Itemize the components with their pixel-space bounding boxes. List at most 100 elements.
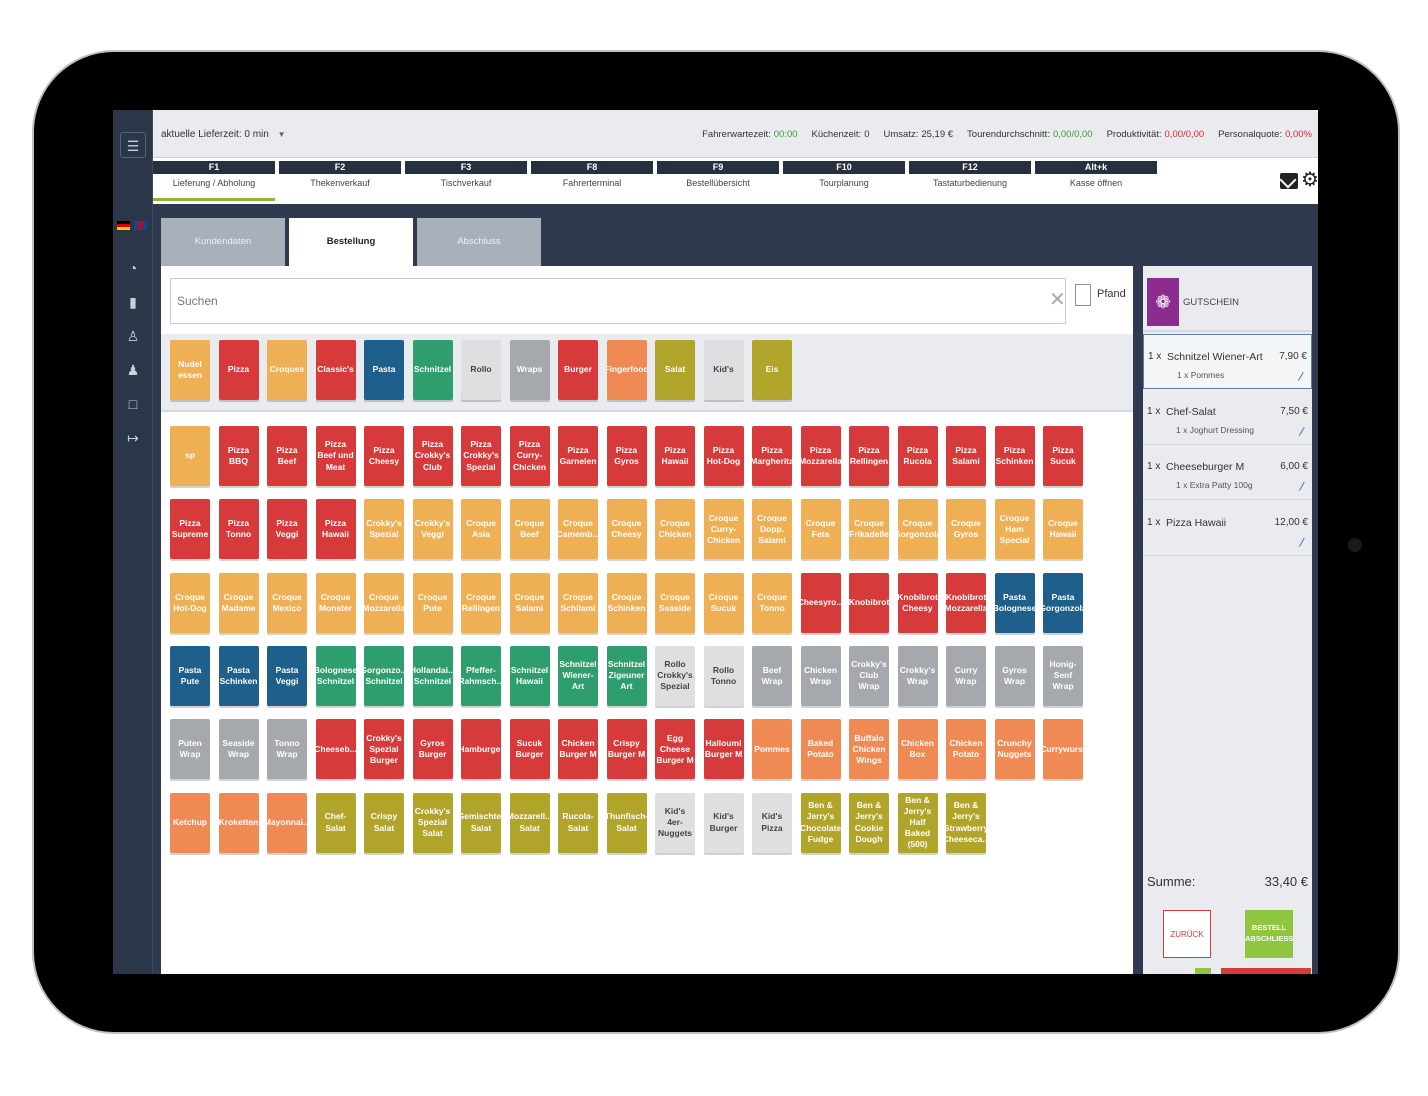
product-button[interactable]: Croque Madame bbox=[218, 572, 259, 633]
product-button[interactable]: Pasta Veggi bbox=[267, 645, 307, 706]
product-button[interactable]: Chef-Salat bbox=[315, 792, 356, 853]
product-button[interactable]: Knobibrot Mozzarella bbox=[946, 572, 986, 633]
fkey-f8[interactable]: F8 Fahrerterminal bbox=[531, 161, 653, 201]
product-button[interactable]: Pizza Hawaii bbox=[315, 499, 356, 560]
product-button[interactable]: Seaside Wrap bbox=[218, 719, 259, 780]
pencil-icon[interactable]: / bbox=[1298, 423, 1306, 439]
product-button[interactable]: Crokky's Veggi bbox=[412, 499, 453, 560]
product-button[interactable]: Gyros Wrap bbox=[994, 645, 1035, 706]
product-button[interactable]: Pasta Schinken bbox=[218, 645, 259, 706]
product-button[interactable]: Crunchy Nuggets bbox=[994, 719, 1035, 780]
product-button[interactable]: Croque Mozzarella bbox=[364, 572, 404, 633]
product-button[interactable]: Croque Mexico bbox=[267, 572, 307, 633]
tab-abschluss[interactable]: Abschluss bbox=[417, 218, 541, 266]
product-button[interactable]: Bolognese Schnitzel bbox=[315, 645, 356, 706]
fkey-f12[interactable]: F12 Tastaturbedienung bbox=[909, 161, 1031, 201]
category-button[interactable]: Schnitzel bbox=[412, 340, 453, 400]
category-button[interactable]: Eis bbox=[752, 340, 792, 400]
fkey-f10[interactable]: F10 Tourplanung bbox=[783, 161, 905, 201]
clear-search-icon[interactable]: ✕ bbox=[1049, 289, 1066, 311]
fkey-f9[interactable]: F9 Bestellübersicht bbox=[657, 161, 779, 201]
product-button[interactable]: Schnitzel Hawaii bbox=[509, 645, 550, 706]
category-button[interactable]: Pizza bbox=[218, 340, 259, 400]
product-button[interactable]: Crokky's Club Wrap bbox=[849, 645, 889, 706]
voucher-button[interactable]: ❁ GUTSCHEIN bbox=[1143, 266, 1312, 332]
language-flags[interactable] bbox=[117, 220, 147, 231]
product-button[interactable]: Schnitzel Zigeuner Art bbox=[606, 645, 647, 706]
cart-line[interactable]: 1 x Pizza Hawaii 12,00 € / bbox=[1143, 500, 1312, 556]
product-button[interactable]: Pizza Schinken bbox=[994, 426, 1035, 486]
product-button[interactable]: Pizza Rellingen bbox=[849, 426, 889, 486]
category-button[interactable]: Croques bbox=[267, 340, 307, 400]
fkey-f1[interactable]: F1 Lieferung / Abholung bbox=[153, 161, 275, 201]
product-button[interactable]: Pizza Curry-Chicken bbox=[509, 426, 550, 486]
product-button[interactable]: Croque Rellingen bbox=[461, 572, 501, 633]
product-button[interactable]: Pizza Supreme bbox=[170, 499, 210, 560]
product-button[interactable]: Buffalo Chicken Wings bbox=[849, 719, 889, 780]
product-button[interactable]: Mozzarell... Salat bbox=[509, 792, 550, 853]
product-button[interactable]: Croque Dopp. Salami bbox=[752, 499, 792, 560]
product-button[interactable]: Pasta Pute bbox=[170, 645, 210, 706]
product-button[interactable]: Pizza Garnelen bbox=[558, 426, 598, 486]
product-button[interactable]: Pizza Margherita bbox=[752, 426, 792, 486]
product-button[interactable]: Cheesyro... bbox=[800, 572, 841, 633]
product-button[interactable]: Gyros Burger bbox=[412, 719, 453, 780]
product-button[interactable]: Gorgonzo... Schnitzel bbox=[364, 645, 404, 706]
logout-icon[interactable]: ↦ bbox=[127, 430, 139, 446]
category-button[interactable]: Salat bbox=[655, 340, 695, 400]
product-button[interactable]: Crispy Burger M bbox=[606, 719, 647, 780]
product-button[interactable]: Pasta Gorgonzola bbox=[1043, 572, 1083, 633]
product-button[interactable]: Croque Tonno bbox=[752, 572, 792, 633]
category-button[interactable]: Wraps bbox=[509, 340, 550, 400]
product-button[interactable]: Knobibrot Cheesy bbox=[897, 572, 938, 633]
product-button[interactable]: Knobibrot bbox=[849, 572, 889, 633]
product-button[interactable]: Beef Wrap bbox=[752, 645, 792, 706]
german-flag-icon[interactable] bbox=[117, 220, 130, 230]
product-button[interactable]: Crokky's Spezial Burger bbox=[364, 719, 404, 780]
product-button[interactable]: Sucuk Burger bbox=[509, 719, 550, 780]
pencil-icon[interactable]: / bbox=[1298, 534, 1306, 550]
product-button[interactable]: Pizza Gyros bbox=[606, 426, 647, 486]
product-button[interactable]: Chicken Potato bbox=[946, 719, 986, 780]
search-input[interactable] bbox=[170, 278, 1066, 324]
category-button[interactable]: Fingerfood bbox=[606, 340, 647, 400]
product-button[interactable]: Croque Schinken bbox=[606, 572, 647, 633]
product-button[interactable]: Pizza Beef und Meat bbox=[315, 426, 356, 486]
bottom-red-button[interactable] bbox=[1221, 968, 1311, 974]
product-button[interactable]: Croque Pute bbox=[412, 572, 453, 633]
product-button[interactable]: Pizza BBQ bbox=[218, 426, 259, 486]
product-button[interactable]: Croque Salami bbox=[509, 572, 550, 633]
pencil-icon[interactable]: / bbox=[1298, 478, 1306, 495]
cart-line[interactable]: 1 x Chef-Salat 1 x Joghurt Dressing 7,50 € / bbox=[1143, 389, 1312, 445]
product-button[interactable]: Pfeffer-Rahmsch... bbox=[461, 645, 501, 706]
product-button[interactable]: Croque Feta bbox=[800, 499, 841, 560]
product-button[interactable]: Kid's Burger bbox=[703, 792, 744, 853]
product-button[interactable]: Croque Seaside bbox=[655, 572, 695, 633]
product-button[interactable]: Pizza Hawaii bbox=[655, 426, 695, 486]
category-button[interactable]: Nudel essen bbox=[170, 340, 210, 400]
pfand-checkbox[interactable] bbox=[1075, 284, 1091, 306]
product-button[interactable]: Crokky's Wrap bbox=[897, 645, 938, 706]
product-button[interactable]: Halloumi Burger M bbox=[703, 719, 744, 780]
tab-bestellung[interactable]: Bestellung bbox=[289, 218, 413, 266]
fkey-f2[interactable]: F2 Thekenverkauf bbox=[279, 161, 401, 201]
product-button[interactable]: Pasta Bolognese bbox=[994, 572, 1035, 633]
back-button[interactable]: ZURÜCK bbox=[1163, 910, 1211, 958]
pencil-icon[interactable]: / bbox=[1297, 368, 1305, 385]
category-button[interactable]: Kid's bbox=[703, 340, 744, 400]
product-button[interactable]: Pizza Salami bbox=[946, 426, 986, 486]
product-button[interactable]: Ben & Jerry's Strawberry Cheeseca... bbox=[946, 792, 986, 853]
product-button[interactable]: Croque Hot-Dog bbox=[170, 572, 210, 633]
product-button[interactable]: Mayonnai... bbox=[267, 792, 307, 853]
product-button[interactable]: Kroketten bbox=[218, 792, 259, 853]
product-button[interactable]: Ben & Jerry's Chocolate Fudge bbox=[800, 792, 841, 853]
product-button[interactable]: Croque Gyros bbox=[946, 499, 986, 560]
fkey-f3[interactable]: F3 Tischverkauf bbox=[405, 161, 527, 201]
product-button[interactable]: Pizza Tonno bbox=[218, 499, 259, 560]
tab-kundendaten[interactable]: Kundendaten bbox=[161, 218, 285, 266]
delivery-time[interactable]: aktuelle Lieferzeit: 0 min ▼ bbox=[161, 129, 286, 140]
product-button[interactable]: Kid's 4er-Nuggets bbox=[655, 792, 695, 853]
product-button[interactable]: Hamburger bbox=[461, 719, 501, 780]
product-button[interactable]: Tonno Wrap bbox=[267, 719, 307, 780]
finish-order-button[interactable]: BESTELL ABSCHLIESS bbox=[1245, 910, 1293, 958]
